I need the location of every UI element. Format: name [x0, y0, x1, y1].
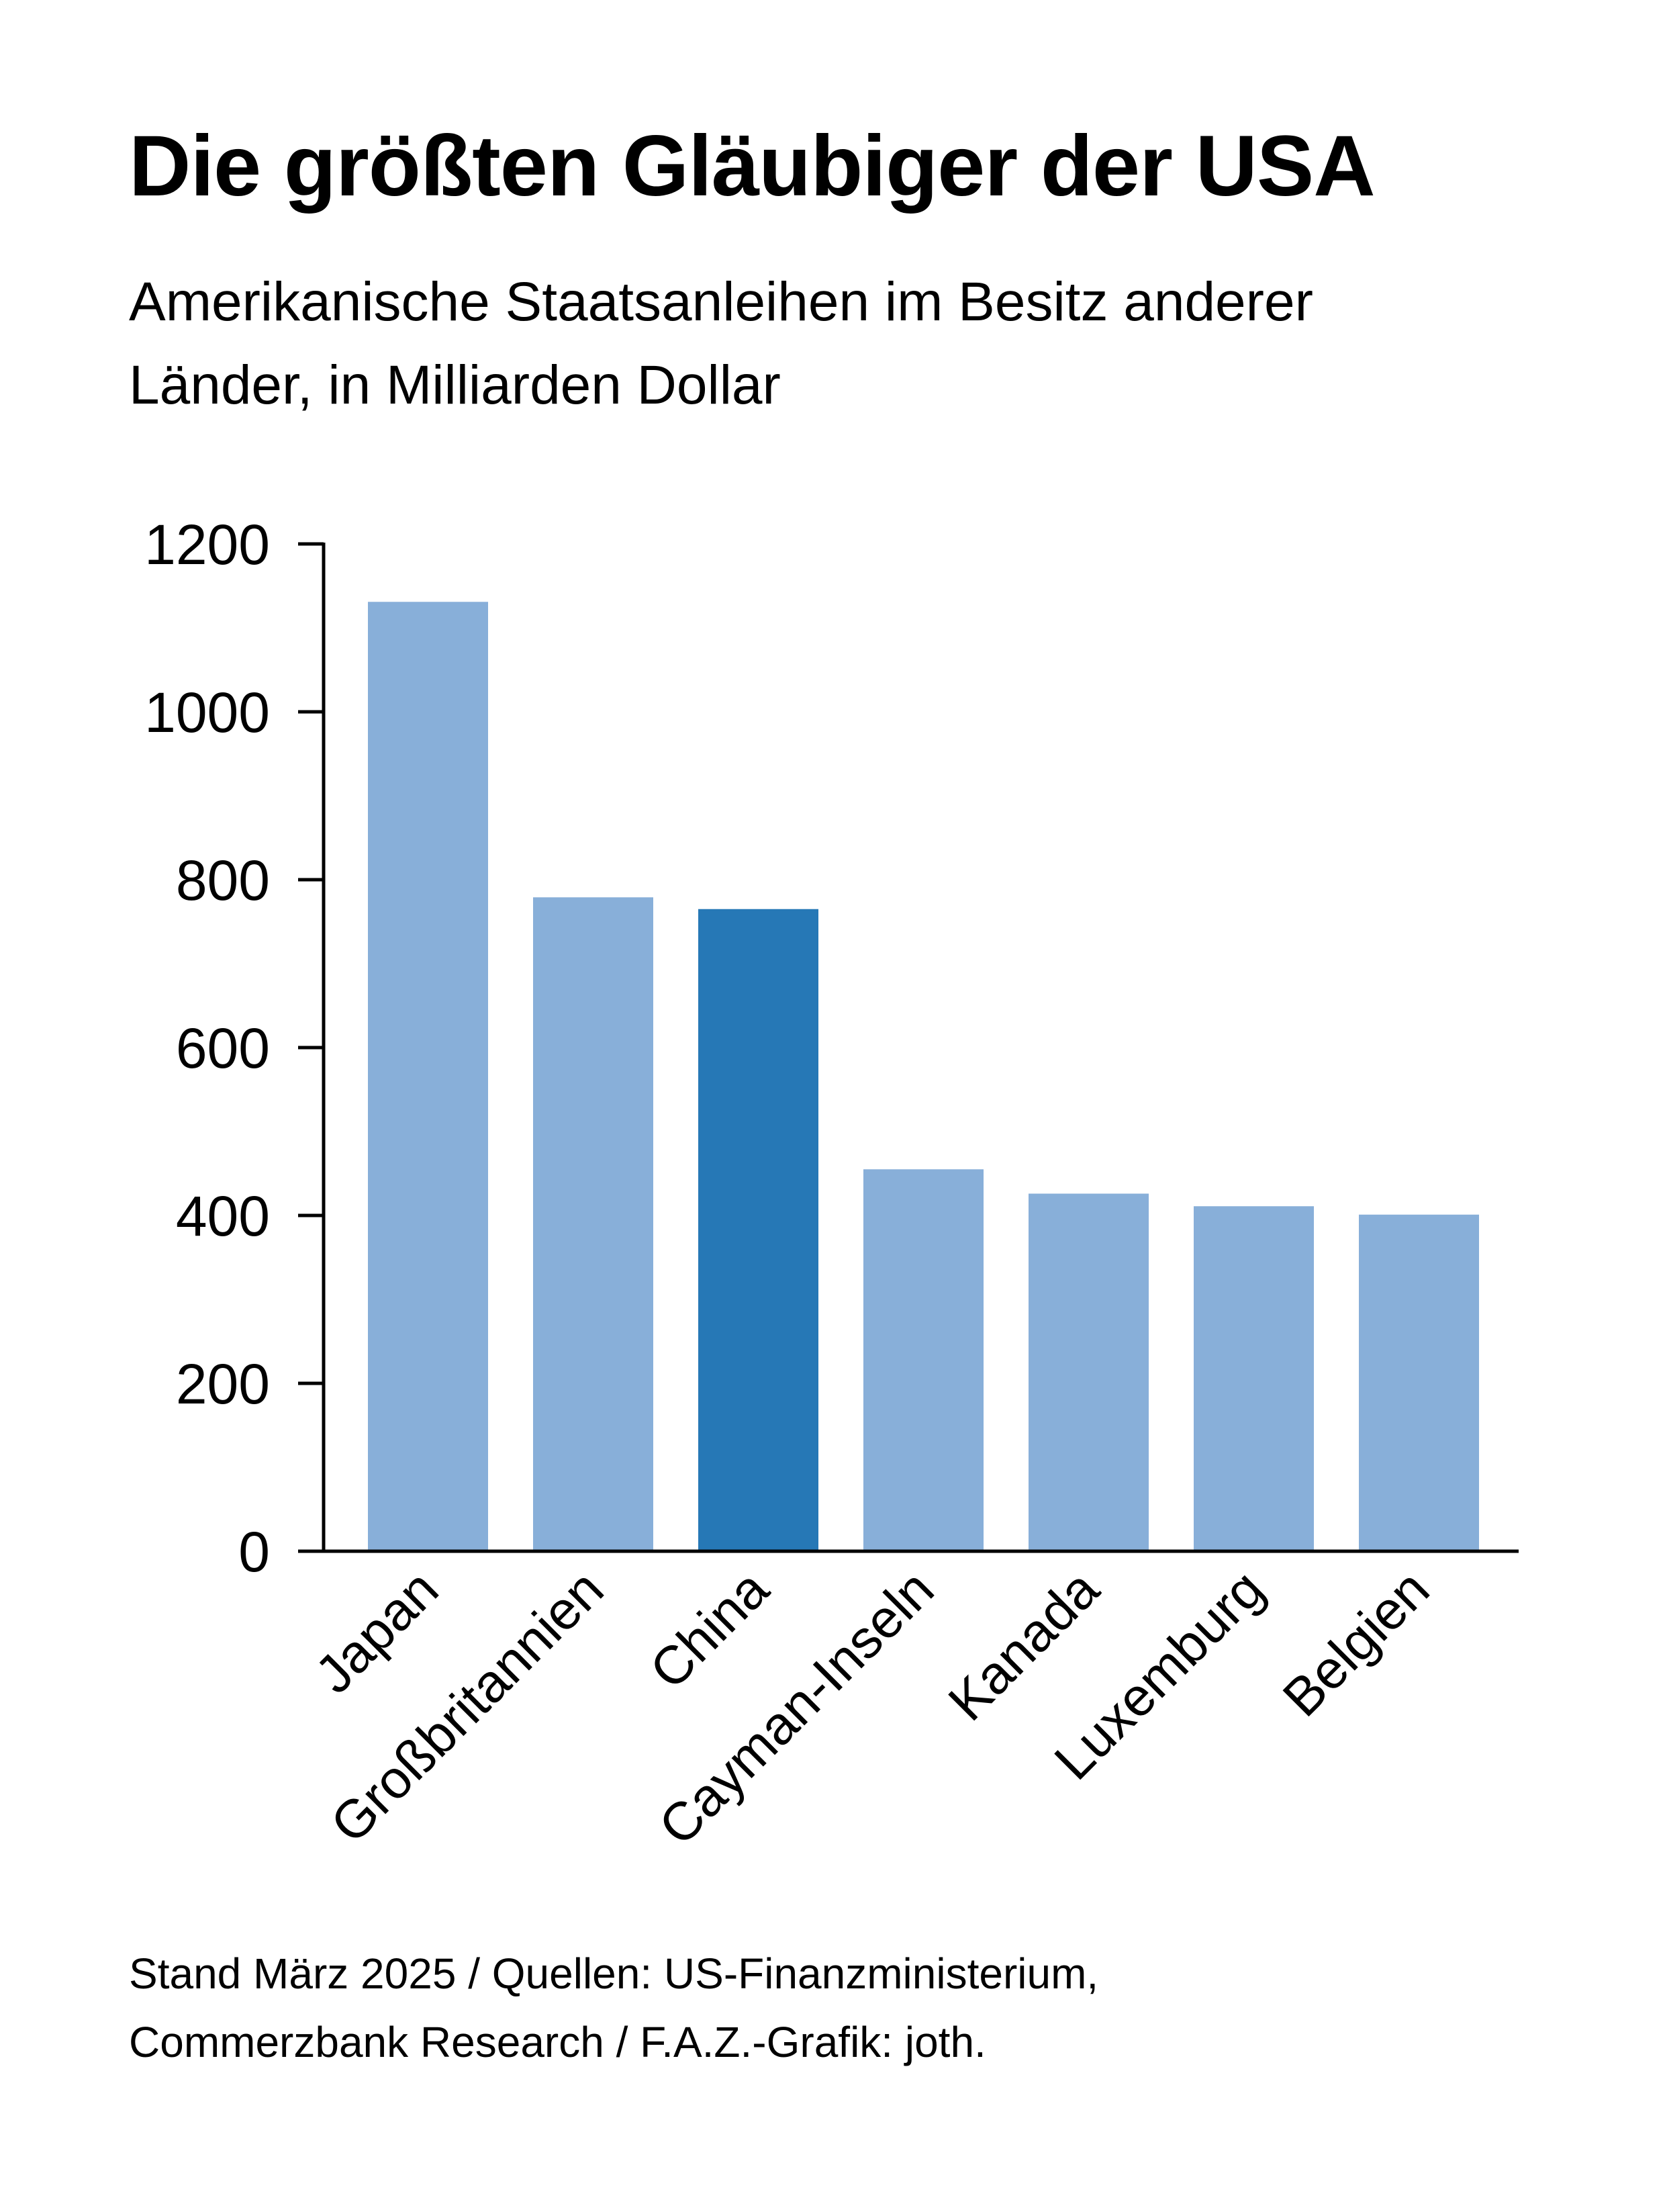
y-tick-label-200: 200: [176, 1352, 270, 1416]
bar-china: [698, 909, 818, 1551]
bar-luxemburg: [1194, 1206, 1314, 1551]
x-tick-label-kanada: Kanada: [937, 1559, 1110, 1732]
y-axis-ticks: 0 200 400 600 800 1000 1200: [144, 513, 324, 1583]
y-tick-label-0: 0: [238, 1520, 270, 1583]
source-line-2: Commerzbank Research / F.A.Z.-Grafik: jo…: [129, 2018, 986, 2066]
bar-grossbritannien: [533, 897, 653, 1551]
chart-title: Die größten Gläubiger der USA: [129, 118, 1376, 214]
bar-kanada: [1029, 1193, 1149, 1551]
source-note: Stand März 2025 / Quellen: US-Finanzmini…: [129, 1939, 1606, 2076]
x-tick-label-belgien: Belgien: [1272, 1559, 1441, 1728]
y-tick-label-600: 600: [176, 1017, 270, 1080]
y-tick-label-1200: 1200: [144, 513, 270, 576]
source-line-1: Stand März 2025 / Quellen: US-Finanzmini…: [129, 1949, 1099, 1998]
x-tick-label-japan: Japan: [303, 1559, 449, 1704]
bar-chart: 0 200 400 600 800 1000 1200 JapanGroßbritannie…: [144, 513, 1519, 1857]
y-tick-label-800: 800: [176, 849, 270, 912]
x-tick-label-cayman-inseln: Cayman-Inseln: [647, 1559, 945, 1856]
y-tick-label-1000: 1000: [144, 681, 270, 744]
chart-subtitle: Amerikanische Staatsanleihen im Besitz a…: [129, 271, 1313, 416]
bar-cayman-inseln: [863, 1169, 984, 1551]
bar-belgien: [1359, 1214, 1479, 1551]
bars-group: [368, 602, 1479, 1551]
bar-japan: [368, 602, 488, 1551]
x-tick-label-china: China: [638, 1559, 780, 1700]
y-tick-label-400: 400: [176, 1185, 270, 1248]
